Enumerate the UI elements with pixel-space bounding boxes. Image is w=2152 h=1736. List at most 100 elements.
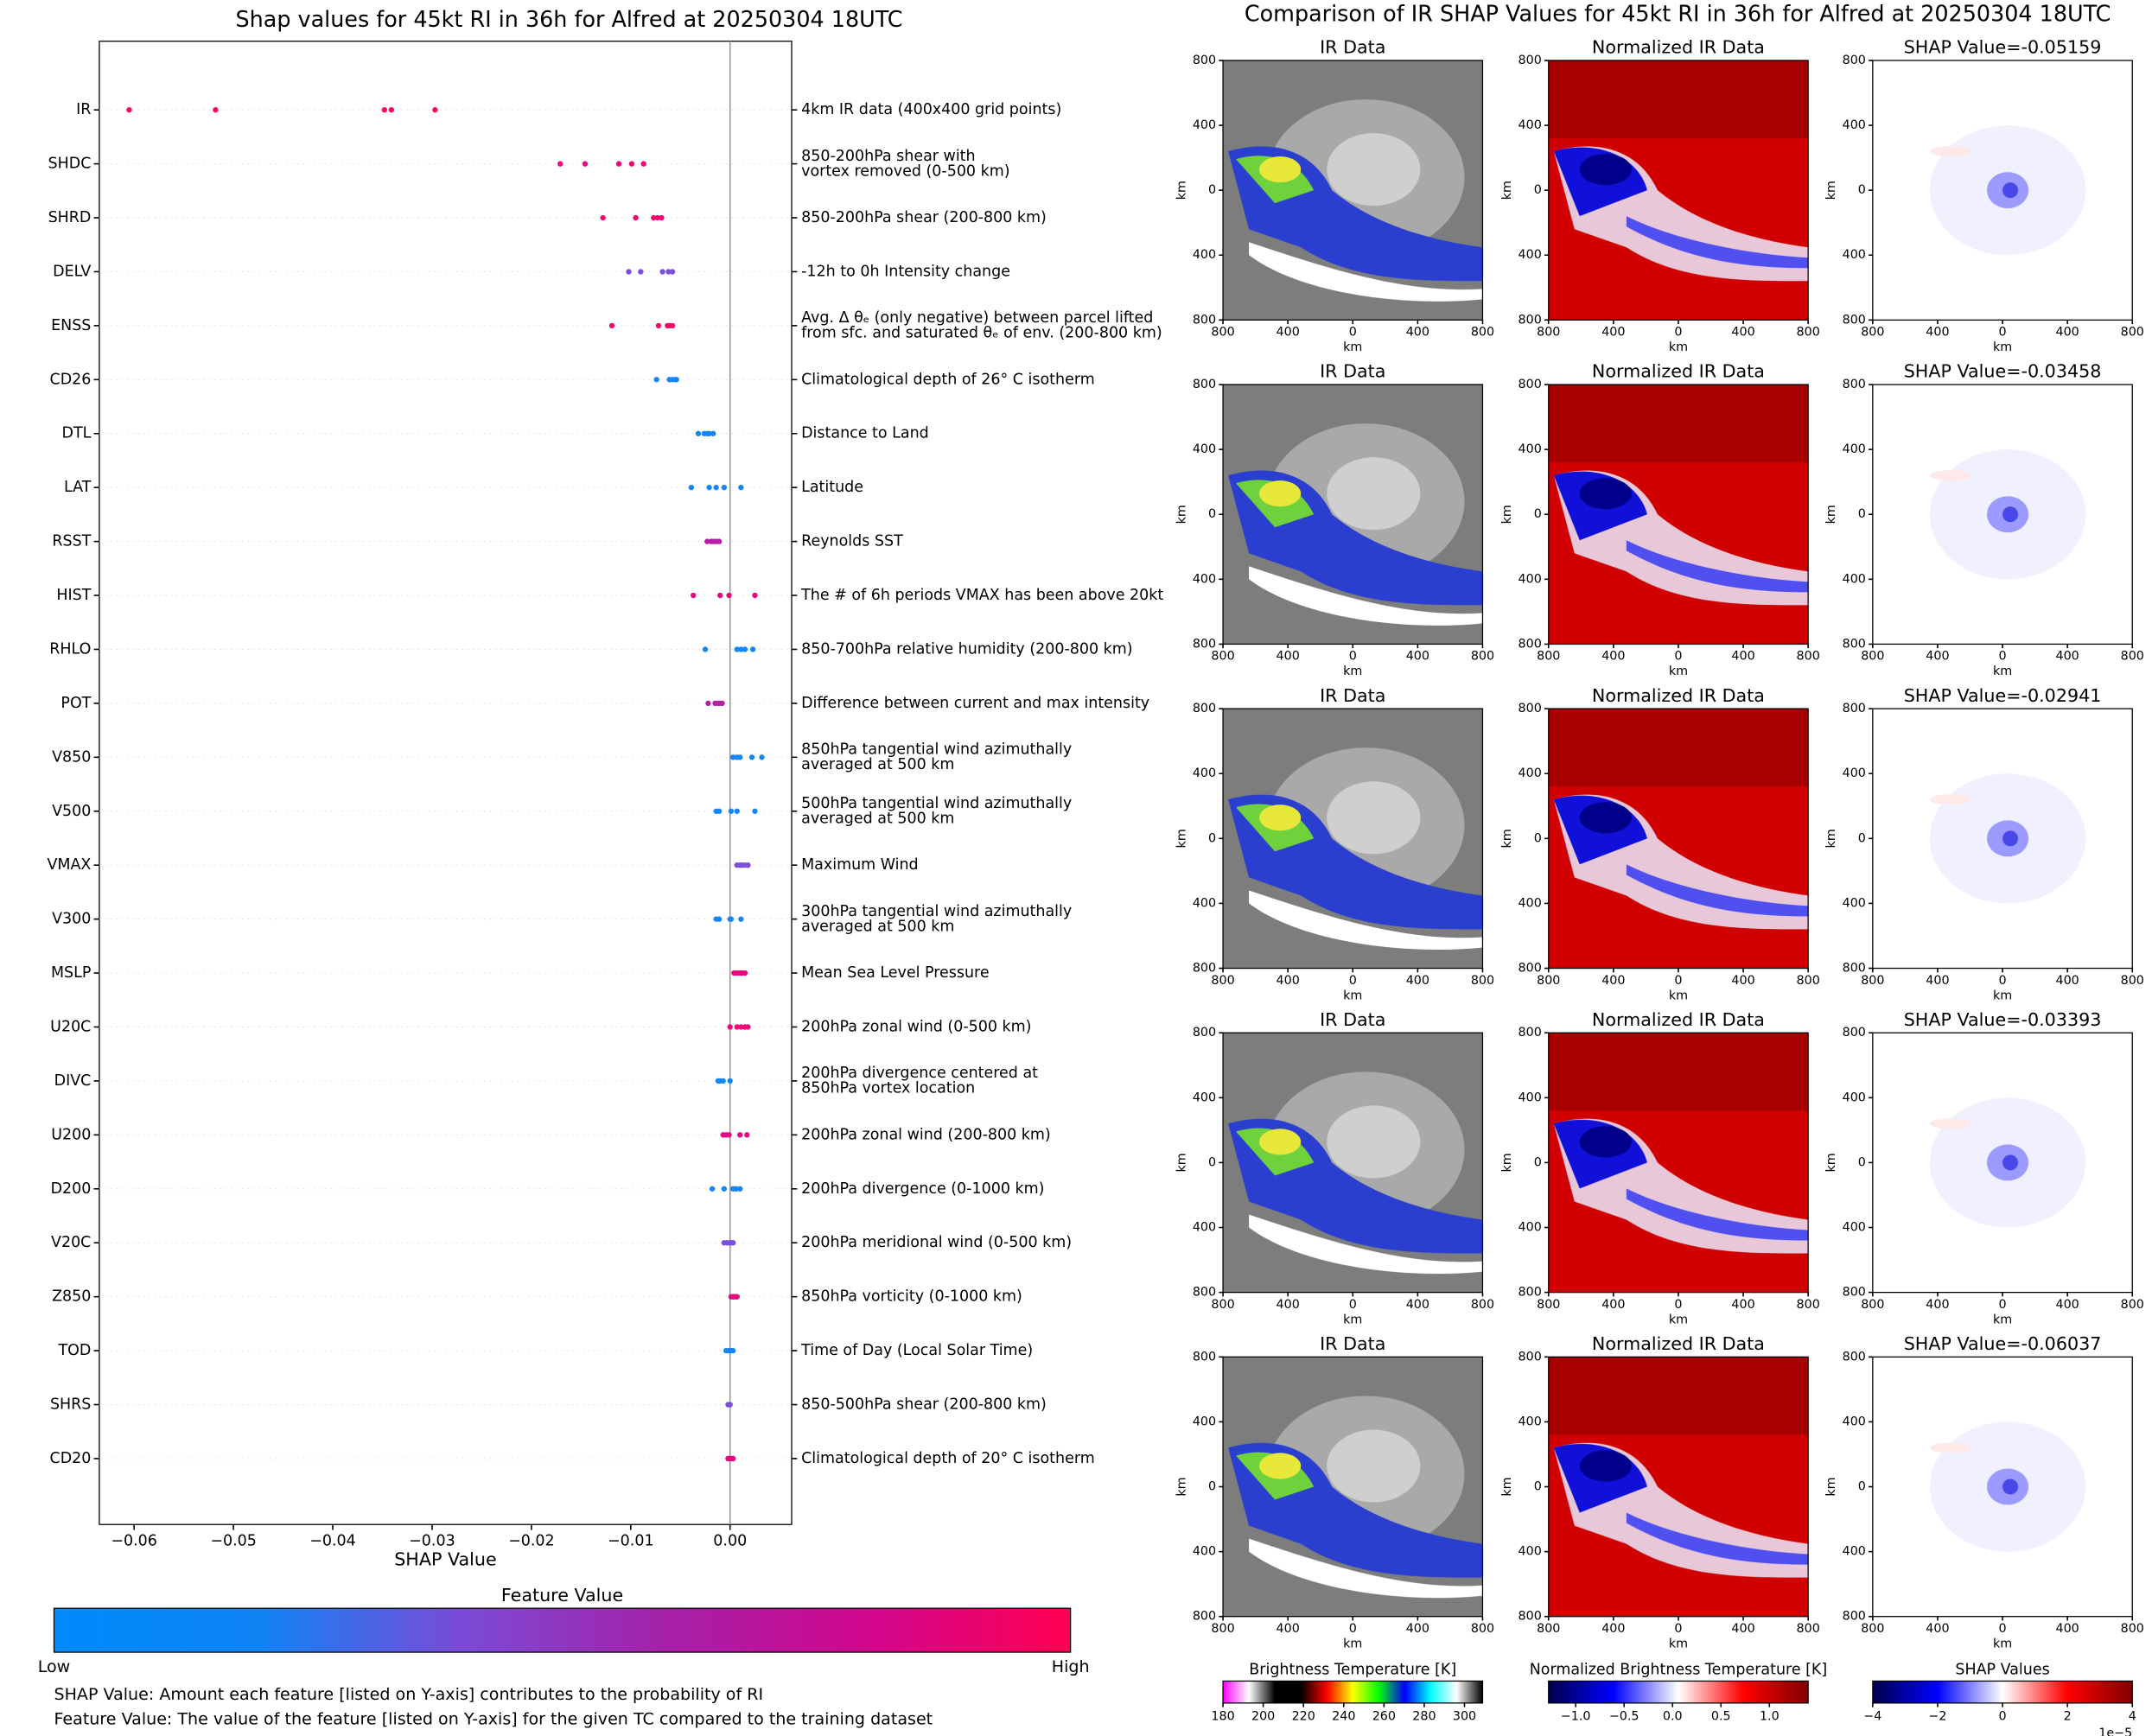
panel-y-tick-label: 400 [1518,1091,1542,1104]
x-tick-label: −0.05 [210,1532,257,1549]
panel-x-tick-label: 800 [1797,1298,1820,1312]
panel-title: IR Data [1320,1333,1385,1354]
panel-x-tick-label: 400 [1406,1622,1429,1636]
panel-y-tick-label: 800 [1193,1610,1216,1624]
panel-y-tick-label: 800 [1843,1286,1866,1300]
colorbar-tick-label: 200 [1251,1710,1275,1724]
feature-description: Mean Sea Level Pressure [801,964,990,982]
feature-description: vortex removed (0-500 km) [801,162,1009,180]
feature-name: MSLP [51,964,91,982]
panel-x-label: km [1669,1637,1688,1651]
panel-x-tick-label: 0 [1998,1622,2006,1636]
panel-title: IR Data [1320,37,1385,58]
shap-point [713,484,719,491]
panel-x-tick-label: 0 [1349,974,1357,988]
panel-y-label: km [1175,829,1188,848]
shap-point [716,916,723,922]
panel-x-label: km [1993,340,2012,354]
panel-y-tick-label: 400 [1518,1545,1542,1559]
panel-x-tick-label: 400 [1406,1298,1429,1312]
panel-x-tick-label: 800 [1861,974,1884,988]
panel-x-tick-label: 400 [1277,974,1300,988]
panel-y-tick-label: 800 [1518,378,1542,391]
panel-x-tick-label: 800 [2121,1622,2144,1636]
shap-point [717,592,723,599]
panel-y-tick-label: 400 [1843,1545,1866,1559]
panel-y-label: km [1500,505,1514,524]
feature-name: V500 [52,803,91,820]
panel-y-tick-label: 0 [1858,1155,1866,1169]
shap-point [752,808,758,814]
feature-name: DIVC [54,1072,92,1090]
feature-description: 850hPa vorticity (0-1000 km) [801,1288,1022,1306]
colorbar-low: Low [38,1657,71,1676]
panel-x-tick-label: 0 [1349,326,1357,340]
panel-x-tick-label: 400 [1277,1298,1300,1312]
panel-y-tick-label: 800 [1193,1350,1216,1364]
panel-y-tick-label: 800 [1843,1610,1866,1624]
shap-point [669,269,676,275]
shap-point [727,1402,733,1408]
panel-y-tick-label: 800 [1193,378,1216,391]
panel-x-tick-label: 400 [1731,1622,1754,1636]
panel-title: SHAP Value=-0.02941 [1904,685,2102,706]
panel-x-tick-label: 800 [2121,326,2144,340]
panel-y-tick-label: 0 [1858,183,1866,197]
panel-x-tick-label: 400 [1926,650,1949,664]
panel-y-tick-label: 800 [1843,637,1866,651]
shap-point [734,646,740,652]
feature-name: V850 [52,748,91,766]
panel-image [1872,60,2133,321]
x-tick-label: 0.00 [713,1532,747,1549]
panel-y-tick-label: 800 [1518,702,1542,715]
panel-y-tick-label: 400 [1843,572,1866,586]
shap-point [659,269,665,275]
panel-y-tick-label: 400 [1843,118,1866,132]
panel-image [1872,1032,2133,1294]
panel-image [1222,60,1484,321]
panel-x-tick-label: 800 [1211,974,1234,988]
shap-point [749,646,756,652]
panel-y-label: km [1175,505,1188,524]
panel-x-tick-label: 400 [1926,326,1949,340]
panel-y-tick-label: 400 [1843,1221,1866,1235]
panel-x-tick-label: 800 [1797,1622,1820,1636]
panel-x-label: km [1343,340,1362,354]
panel-x-tick-label: 400 [1277,650,1300,664]
shap-point [738,1024,744,1030]
panel-y-tick-label: 0 [1534,1155,1542,1169]
chart-title: Comparison of IR SHAP Values for 45kt RI… [1245,0,2111,26]
feature-name: TOD [58,1342,92,1359]
panel-x-tick-label: 0 [1674,974,1682,988]
panel-title: IR Data [1320,685,1385,706]
colorbar-title: Normalized Brightness Temperature [K] [1530,1662,1828,1679]
panel-x-tick-label: 800 [1861,326,1884,340]
footnote: Feature Value: The value of the feature … [54,1709,933,1728]
shap-point [742,970,748,976]
colorbar [1548,1680,1809,1704]
shap-point [737,1132,743,1138]
panel-x-tick-label: 0 [1998,650,2006,664]
panel-x-tick-label: 800 [1797,650,1820,664]
panel-y-label: km [1175,1477,1188,1496]
panel-y-tick-label: 400 [1193,1545,1216,1559]
shap-point [730,754,736,760]
panel-y-tick-label: 800 [1518,1286,1542,1300]
feature-name: POT [60,695,91,712]
panel-y-label: km [1824,829,1838,848]
panel-x-tick-label: 400 [1926,1622,1949,1636]
panel-y-label: km [1824,505,1838,524]
shap-point [654,214,661,221]
panel-image [1548,1032,1809,1294]
shap-point [742,646,748,652]
panel-y-tick-label: 0 [1208,1480,1216,1494]
feature-name: SHRD [48,209,92,226]
feature-description: Reynolds SST [801,533,903,550]
footnote: SHAP Value: Amount each feature [listed … [54,1685,763,1704]
shap-point [600,214,606,221]
shap-point [615,161,622,167]
panel-y-label: km [1500,1153,1514,1172]
panel-x-tick-label: 800 [1211,326,1234,340]
panel-image [1548,384,1809,645]
